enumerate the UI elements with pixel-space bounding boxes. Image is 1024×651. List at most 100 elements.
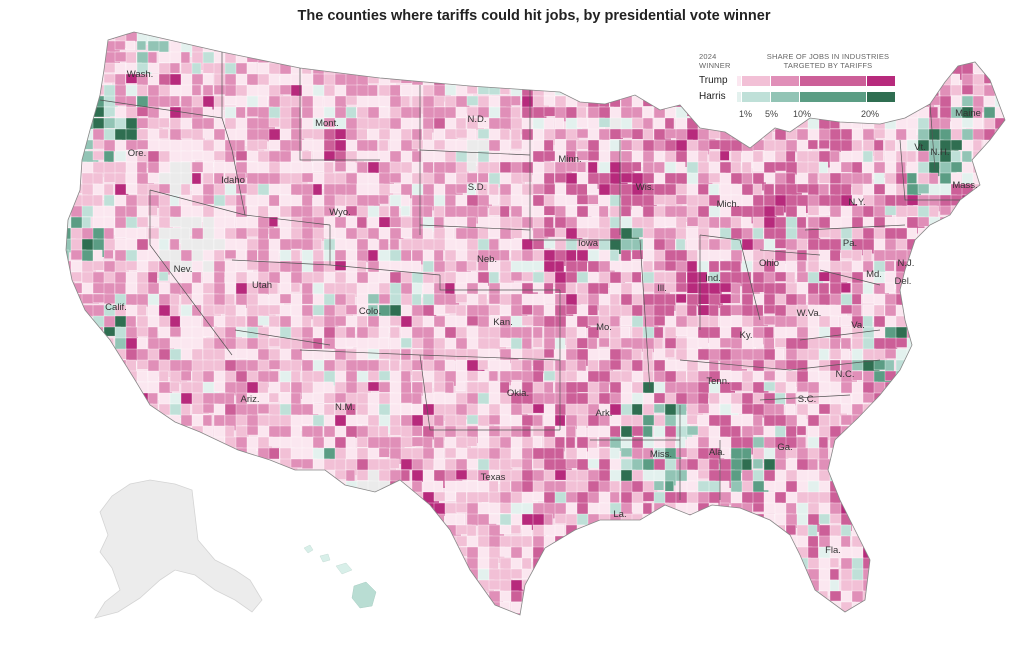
county-cell (543, 579, 556, 590)
legend-share-heading-line2: TARGETED BY TARIFFS (783, 61, 873, 70)
county-cell (972, 502, 983, 516)
county-cell (257, 40, 270, 58)
county-cell (510, 73, 522, 85)
county-cell (356, 491, 369, 503)
county-cell (895, 447, 908, 461)
county-cell (961, 491, 977, 507)
county-cell (422, 612, 433, 615)
county-cell (917, 469, 929, 489)
state-label: Nev. (174, 264, 193, 275)
county-cell (70, 502, 84, 513)
state-label: Calif. (105, 302, 127, 313)
county-cell (257, 601, 271, 615)
county-cell (884, 502, 899, 519)
county-cell (323, 524, 339, 539)
county-cell (103, 359, 121, 377)
county-cell (367, 194, 381, 207)
county-cell (609, 40, 627, 58)
county-cell (180, 436, 198, 447)
county-cell (642, 106, 654, 119)
county-cell (928, 546, 947, 565)
county-cell (752, 612, 772, 615)
county-cell (532, 249, 546, 263)
county-cell (1006, 426, 1020, 444)
legend-swatch (742, 76, 770, 86)
county-cell (664, 315, 677, 328)
county-cell (202, 612, 221, 615)
county-cell (730, 579, 748, 594)
county-cell (323, 51, 335, 63)
county-cell (642, 73, 654, 91)
county-cell (917, 62, 937, 74)
county-cell (213, 535, 229, 551)
county-cell (1006, 360, 1021, 371)
county-cell (1006, 151, 1024, 163)
county-cell (532, 337, 543, 348)
county-cell (345, 535, 360, 549)
county-cell (367, 32, 379, 44)
county-cell (983, 469, 1000, 489)
county-cell (312, 601, 331, 615)
county-cell (510, 32, 526, 43)
county-cell (631, 249, 645, 260)
county-cell (1006, 613, 1021, 629)
county-cell (125, 392, 141, 405)
county-cell (268, 546, 284, 563)
legend-swatch (771, 76, 799, 86)
county-cell (235, 348, 248, 359)
county-cell (235, 458, 250, 478)
county-cell (114, 447, 132, 459)
county-cell (455, 601, 474, 615)
county-cell (158, 590, 177, 610)
county-cell (345, 524, 358, 538)
county-cell (246, 612, 261, 615)
county-cell (422, 227, 433, 241)
county-cell (565, 535, 582, 552)
county-cell (950, 425, 969, 443)
county-cell (983, 95, 996, 106)
county-cell (81, 326, 95, 344)
county-cell (587, 524, 600, 542)
county-cell (444, 491, 456, 501)
county-cell (950, 260, 961, 273)
county-cell (301, 249, 315, 262)
county-cell (906, 535, 925, 553)
county-cell (147, 590, 162, 609)
county-cell (367, 535, 385, 555)
county-cell (862, 502, 882, 522)
county-cell (103, 249, 114, 259)
county-cell (994, 579, 1005, 593)
county-cell (433, 238, 447, 252)
county-cell (972, 414, 986, 431)
county-cell (367, 502, 381, 513)
county-cell (994, 370, 1005, 385)
county-cell (785, 557, 802, 576)
county-cell (158, 370, 169, 382)
county-cell (884, 601, 901, 613)
county-cell (81, 73, 93, 86)
county-cell (873, 524, 889, 535)
state-label: Utah (252, 280, 272, 291)
county-cell (323, 491, 342, 508)
county-cell (840, 315, 851, 326)
county-cell (950, 612, 968, 615)
county-cell (323, 348, 335, 360)
county-cell (290, 304, 303, 318)
county-cell (422, 40, 442, 51)
county-cell (92, 414, 109, 428)
county-cell (972, 458, 986, 470)
county-cell (851, 293, 862, 305)
county-cell (697, 590, 717, 607)
county-cell (345, 546, 360, 557)
county-cell (1006, 470, 1015, 486)
county-cell (961, 271, 979, 290)
county-cell (961, 447, 978, 463)
county-cell (697, 612, 709, 615)
county-cell (257, 513, 276, 527)
county-cell (565, 601, 577, 615)
county-cell (686, 579, 703, 591)
county-cell (312, 32, 331, 41)
county-cell (829, 392, 841, 405)
county-cell (378, 590, 397, 606)
county-cell (66, 425, 78, 438)
